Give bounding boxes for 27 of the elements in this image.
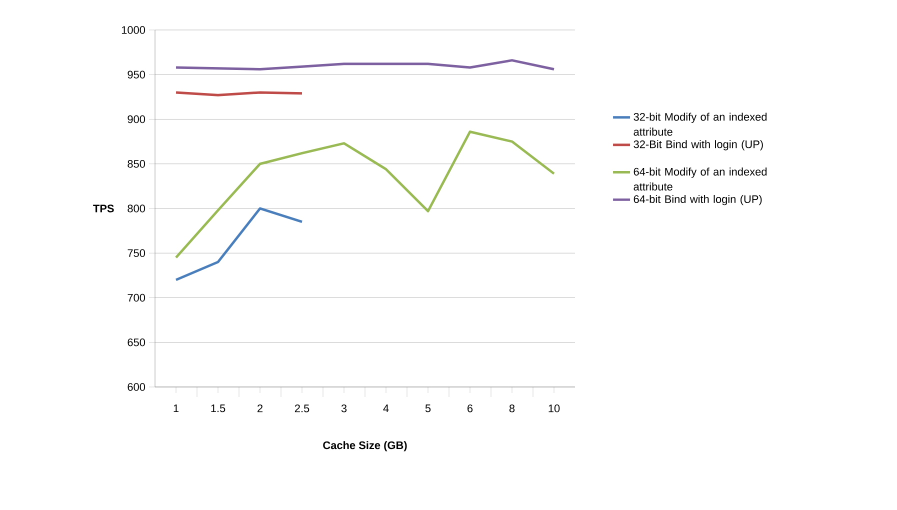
x-tick-label: 4	[383, 404, 389, 412]
x-tick-label: 6	[468, 404, 473, 412]
x-tick-label: 1.5	[211, 404, 226, 412]
x-tick-label: 2	[258, 404, 263, 412]
x-tick-label: 3	[341, 404, 347, 412]
y-tick-label: 700	[128, 294, 146, 302]
y-tick-label: 800	[128, 204, 146, 212]
legend-label: 64-bit Bind with login (UP)	[634, 194, 762, 206]
line-series	[174, 130, 556, 259]
x-tick-label: 5	[425, 404, 431, 412]
y-tick-label: 950	[128, 70, 146, 78]
y-tick-label: 850	[128, 160, 146, 168]
x-axis-title: Cache Size (GB)	[323, 441, 407, 452]
y-tick-label: 750	[128, 249, 146, 257]
y-tick-label: 650	[128, 338, 146, 346]
legend-label: 64-bit Modify of an indexed attribute	[634, 168, 767, 191]
legend-label: 32-bit Modify of an indexed attribute	[634, 112, 767, 136]
x-tick-label: 1	[174, 404, 179, 412]
y-tick-label: 1000	[122, 26, 146, 34]
x-tick-label: 2.5	[294, 404, 310, 412]
x-tick-label: 10	[548, 404, 560, 412]
y-tick-label: 600	[128, 383, 146, 391]
y-tick-label: 900	[128, 115, 146, 124]
line-series	[174, 207, 304, 282]
x-tick-label: 8	[509, 404, 515, 412]
y-axis-title: TPS	[93, 204, 114, 212]
legend-label: 32-Bit Bind with login (UP)	[634, 140, 763, 150]
